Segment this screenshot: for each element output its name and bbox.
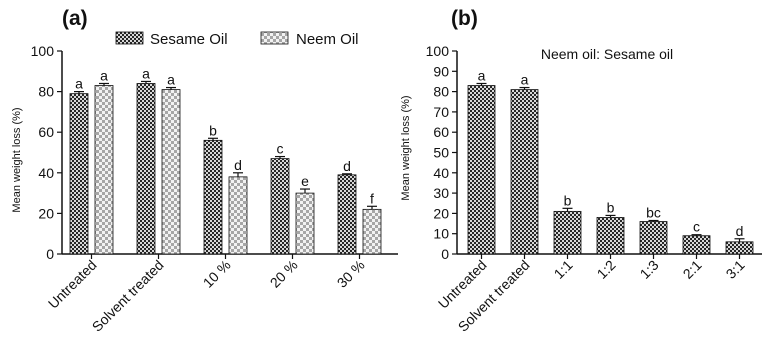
bar	[136, 83, 156, 255]
significance-letter: c	[277, 141, 284, 157]
bar	[362, 208, 382, 255]
x-tick-label: 10 %	[200, 257, 234, 291]
bar	[639, 221, 668, 255]
bar	[337, 174, 357, 255]
y-tick-label: 100	[426, 43, 450, 59]
bar	[228, 176, 248, 255]
x-tick-label: 2:1	[680, 257, 705, 282]
y-tick-label: 100	[31, 43, 55, 59]
bar	[510, 89, 539, 255]
y-tick-label: 0	[46, 246, 54, 262]
bar	[725, 241, 754, 255]
x-tick-label: 3:1	[723, 257, 748, 282]
x-tick-label: Untreated	[45, 257, 100, 312]
y-tick-label: 50	[433, 145, 449, 161]
y-tick-label: 30	[433, 185, 449, 201]
legend-swatch-sesame	[115, 31, 144, 45]
legend-label-neem: Neem Oil	[296, 31, 359, 48]
y-tick-label: 40	[38, 165, 54, 181]
x-tick-label: 30 %	[334, 257, 368, 291]
panel-b-label: (b)	[451, 7, 478, 30]
y-tick-label: 20	[38, 205, 54, 221]
significance-letter: a	[167, 72, 175, 88]
bar	[467, 85, 496, 255]
significance-letter: a	[142, 65, 150, 81]
legend-swatch-neem	[260, 31, 289, 45]
significance-letter: d	[234, 157, 242, 173]
bar	[596, 217, 625, 255]
x-tick-label: 20 %	[267, 257, 301, 291]
panel-a-plot: 0 20 40 60 80 100 Untreated a a Solvent treated a a…	[31, 43, 398, 335]
bar	[203, 139, 223, 255]
bar	[94, 85, 114, 255]
y-tick-label: 90	[433, 63, 449, 79]
significance-letter: b	[564, 192, 572, 208]
panel-b-y-axis-title: Mean weight loss (%)	[400, 95, 412, 200]
significance-letter: b	[209, 122, 217, 138]
significance-letter: c	[693, 219, 700, 235]
y-tick-label: 20	[433, 205, 449, 221]
x-tick-label: 1:1	[551, 257, 576, 282]
x-tick-label: 1:3	[637, 257, 662, 282]
significance-letter: a	[478, 67, 486, 83]
significance-letter: bc	[646, 205, 661, 221]
bar	[161, 89, 181, 255]
y-tick-label: 10	[433, 226, 449, 242]
bar	[295, 192, 315, 255]
bar	[69, 93, 89, 255]
x-tick-label: Solvent treated	[89, 257, 167, 335]
significance-letter: a	[75, 76, 83, 92]
x-tick-label: 1:2	[594, 257, 619, 282]
bar	[270, 158, 290, 255]
y-tick-label: 80	[433, 84, 449, 100]
significance-letter: d	[736, 223, 744, 239]
significance-letter: d	[343, 158, 351, 174]
significance-letter: f	[370, 190, 374, 206]
panel-b-subtitle: Neem oil: Sesame oil	[541, 46, 673, 62]
panel-a-y-axis-title: Mean weight loss (%)	[11, 107, 23, 212]
bar	[682, 235, 711, 255]
panel-b-plot: 0102030405060708090100UntreatedaSolvent …	[426, 43, 762, 335]
significance-letter: b	[607, 199, 615, 215]
y-tick-label: 40	[433, 165, 449, 181]
legend-label-sesame: Sesame Oil	[150, 31, 228, 48]
y-tick-label: 60	[38, 124, 54, 140]
significance-letter: e	[301, 173, 309, 189]
bar	[553, 210, 582, 255]
significance-letter: a	[100, 67, 108, 83]
y-tick-label: 0	[441, 246, 449, 262]
y-tick-label: 80	[38, 84, 54, 100]
y-tick-label: 70	[433, 104, 449, 120]
significance-letter: a	[521, 72, 529, 88]
y-tick-label: 60	[433, 124, 449, 140]
panel-a-label: (a)	[62, 7, 88, 30]
